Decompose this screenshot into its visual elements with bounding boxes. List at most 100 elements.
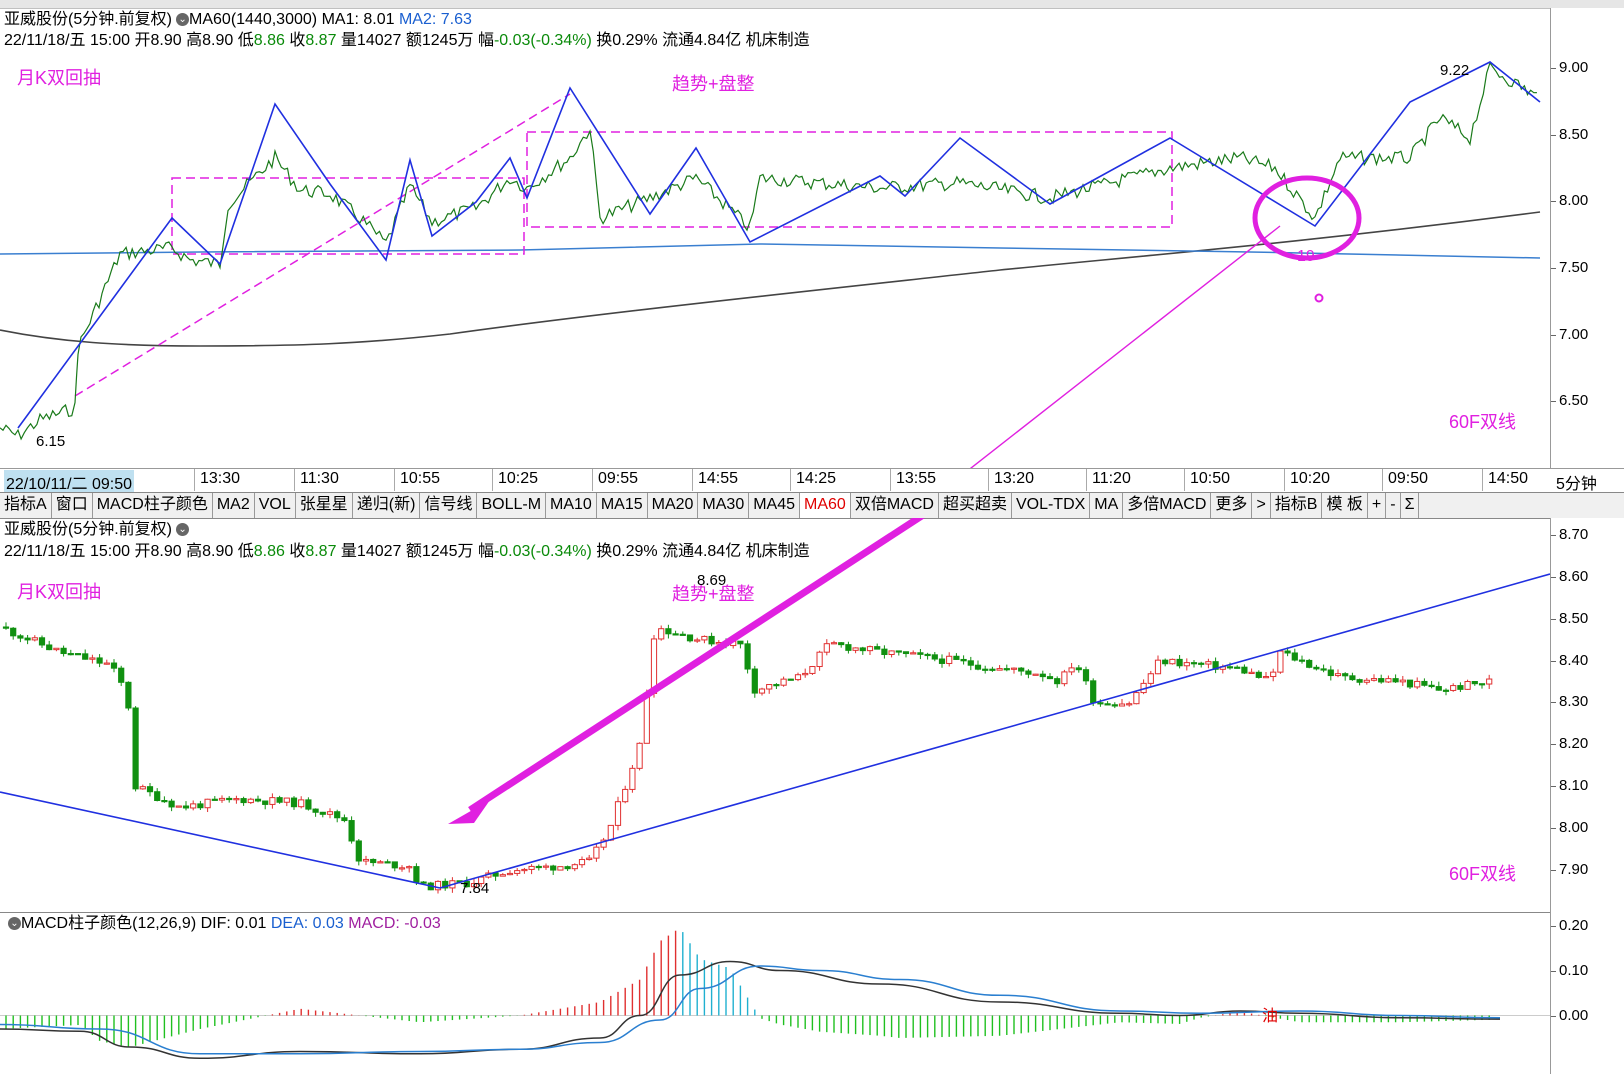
mid-high-label: 8.69 [697, 572, 727, 589]
candle-body [247, 798, 254, 804]
indicator-tab[interactable]: 信号线 [420, 493, 478, 518]
mid-settings-circle-icon[interactable]: ⌄ [176, 523, 190, 537]
candle-body [1046, 676, 1054, 680]
candle-body [557, 866, 564, 871]
indicator-tab[interactable]: 超买超卖 [939, 493, 1012, 518]
top-price-chart[interactable] [0, 8, 1550, 468]
indicator-tab[interactable]: MA [1090, 493, 1124, 518]
candle-body [1147, 673, 1154, 684]
indicator-tab[interactable]: - [1386, 493, 1401, 518]
indicator-tab[interactable]: MA45 [749, 493, 801, 518]
support-line-up [439, 573, 1550, 889]
candle-body [434, 880, 442, 891]
time-axis-divider [592, 469, 593, 491]
candle-body [737, 640, 744, 645]
indicator-tab[interactable]: 多倍MACD [1123, 493, 1212, 518]
candle-body [1061, 671, 1068, 685]
time-axis-label: 11:20 [1092, 470, 1131, 487]
indicator-tab[interactable]: 双倍MACD [851, 493, 939, 518]
candle-body [398, 867, 406, 870]
candle-body [1320, 668, 1327, 671]
indicator-tab[interactable]: 窗口 [52, 493, 93, 518]
mid-quote-change-label: 幅 [477, 543, 494, 560]
candle-body [1176, 658, 1183, 667]
indicator-tab[interactable]: 更多 [1211, 493, 1253, 518]
axis-tick-label: 9.00 [1559, 59, 1589, 76]
candle-body [672, 633, 679, 636]
candle-body [103, 662, 110, 665]
candle-body [226, 797, 233, 801]
candle-body [1169, 658, 1176, 665]
indicator-tab[interactable]: MACD柱子颜色 [93, 493, 213, 518]
top-price-axis: 9.00 8.50 8.00 7.50 7.00 6.50 [1550, 8, 1624, 468]
time-axis-label: 09:50 [1388, 470, 1429, 487]
indicator-tab[interactable]: MA60 [800, 493, 851, 518]
candle-body [989, 668, 996, 671]
axis-tick-mark [1551, 618, 1556, 620]
candle-body [521, 868, 528, 872]
candle-body [1363, 679, 1370, 683]
axis-tick-label: 0.20 [1559, 916, 1589, 934]
candle-body [1010, 667, 1018, 670]
candle-body [204, 798, 211, 809]
time-axis-label: 13:20 [994, 470, 1035, 487]
indicator-tab[interactable]: Σ [1401, 493, 1420, 518]
candle-body [168, 800, 175, 808]
mid-quote-industry: 机床制造 [745, 543, 810, 560]
candle-body [866, 646, 874, 652]
candle-body [218, 797, 226, 801]
indicator-tab[interactable]: MA15 [597, 493, 648, 518]
time-axis-label: 22/10/11/二 09:50 [4, 470, 135, 494]
candle-body [1068, 667, 1075, 673]
candle-body [1291, 652, 1298, 661]
indicator-tab[interactable]: 模 板 [1322, 493, 1368, 518]
indicator-tab[interactable]: 指标B [1271, 493, 1323, 518]
candle-body [694, 639, 701, 642]
axis-tick-label: 8.00 [1559, 192, 1589, 210]
indicator-tab[interactable]: BOLL-M [477, 493, 547, 518]
mid-quote-line: 22/11/18/五 15:00 开8.90 高8.90 低8.86 收8.87… [4, 542, 810, 562]
candle-body [686, 634, 694, 642]
indicator-tab[interactable]: 指标A [0, 493, 52, 518]
macd-settings-circle-icon[interactable]: ⌄ [8, 917, 21, 931]
quote-change-label: 幅 [477, 32, 494, 49]
candle-body [622, 788, 629, 803]
candle-body [1003, 668, 1010, 671]
annotation-60f: 60F双线 [1449, 412, 1517, 432]
candle-body [1162, 659, 1169, 665]
candle-body [809, 666, 816, 674]
period-label[interactable]: 5分钟 [1556, 476, 1597, 493]
candle-body [1241, 666, 1248, 674]
mid-quote-close: 8.87 [305, 543, 337, 560]
axis-tick-label: 8.20 [1559, 735, 1589, 753]
candle-body [946, 655, 953, 664]
indicator-tab[interactable]: + [1368, 493, 1387, 518]
indicator-tab[interactable]: > [1252, 493, 1271, 518]
candle-body [550, 865, 557, 871]
candle-body [312, 808, 319, 813]
indicator-tab[interactable]: MA30 [698, 493, 750, 518]
candle-body [1284, 650, 1291, 654]
candle-body [1255, 671, 1262, 678]
indicator-tab[interactable]: 递归(新) [353, 493, 421, 518]
mid-candle-chart[interactable] [0, 518, 1550, 912]
indicator-tab[interactable]: MA10 [546, 493, 597, 518]
candle-body [1428, 684, 1435, 688]
mid-quote-high: 高8.90 [186, 543, 234, 560]
candle-body [845, 644, 852, 651]
settings-circle-icon[interactable]: ⌄ [176, 13, 190, 27]
indicator-tab[interactable]: MA2 [213, 493, 255, 518]
axis-tick-label: 7.50 [1559, 259, 1589, 276]
indicator-tab[interactable]: MA20 [648, 493, 699, 518]
axis-tick-mark [1551, 576, 1556, 578]
macd-chart[interactable] [0, 912, 1550, 1074]
indicator-tab[interactable]: VOL [255, 493, 296, 518]
axis-tick-mark [1551, 401, 1556, 403]
candle-body [10, 627, 17, 637]
indicator-tab[interactable]: 张星星 [296, 493, 353, 518]
candle-body [240, 798, 247, 804]
mid-price-axis: 8.70 8.60 8.50 8.40 8.30 8.20 8.10 8.00 7.90 [1550, 518, 1624, 912]
candle-body [406, 866, 413, 869]
indicator-tab[interactable]: VOL-TDX [1012, 493, 1091, 518]
candle-body [1039, 673, 1046, 678]
